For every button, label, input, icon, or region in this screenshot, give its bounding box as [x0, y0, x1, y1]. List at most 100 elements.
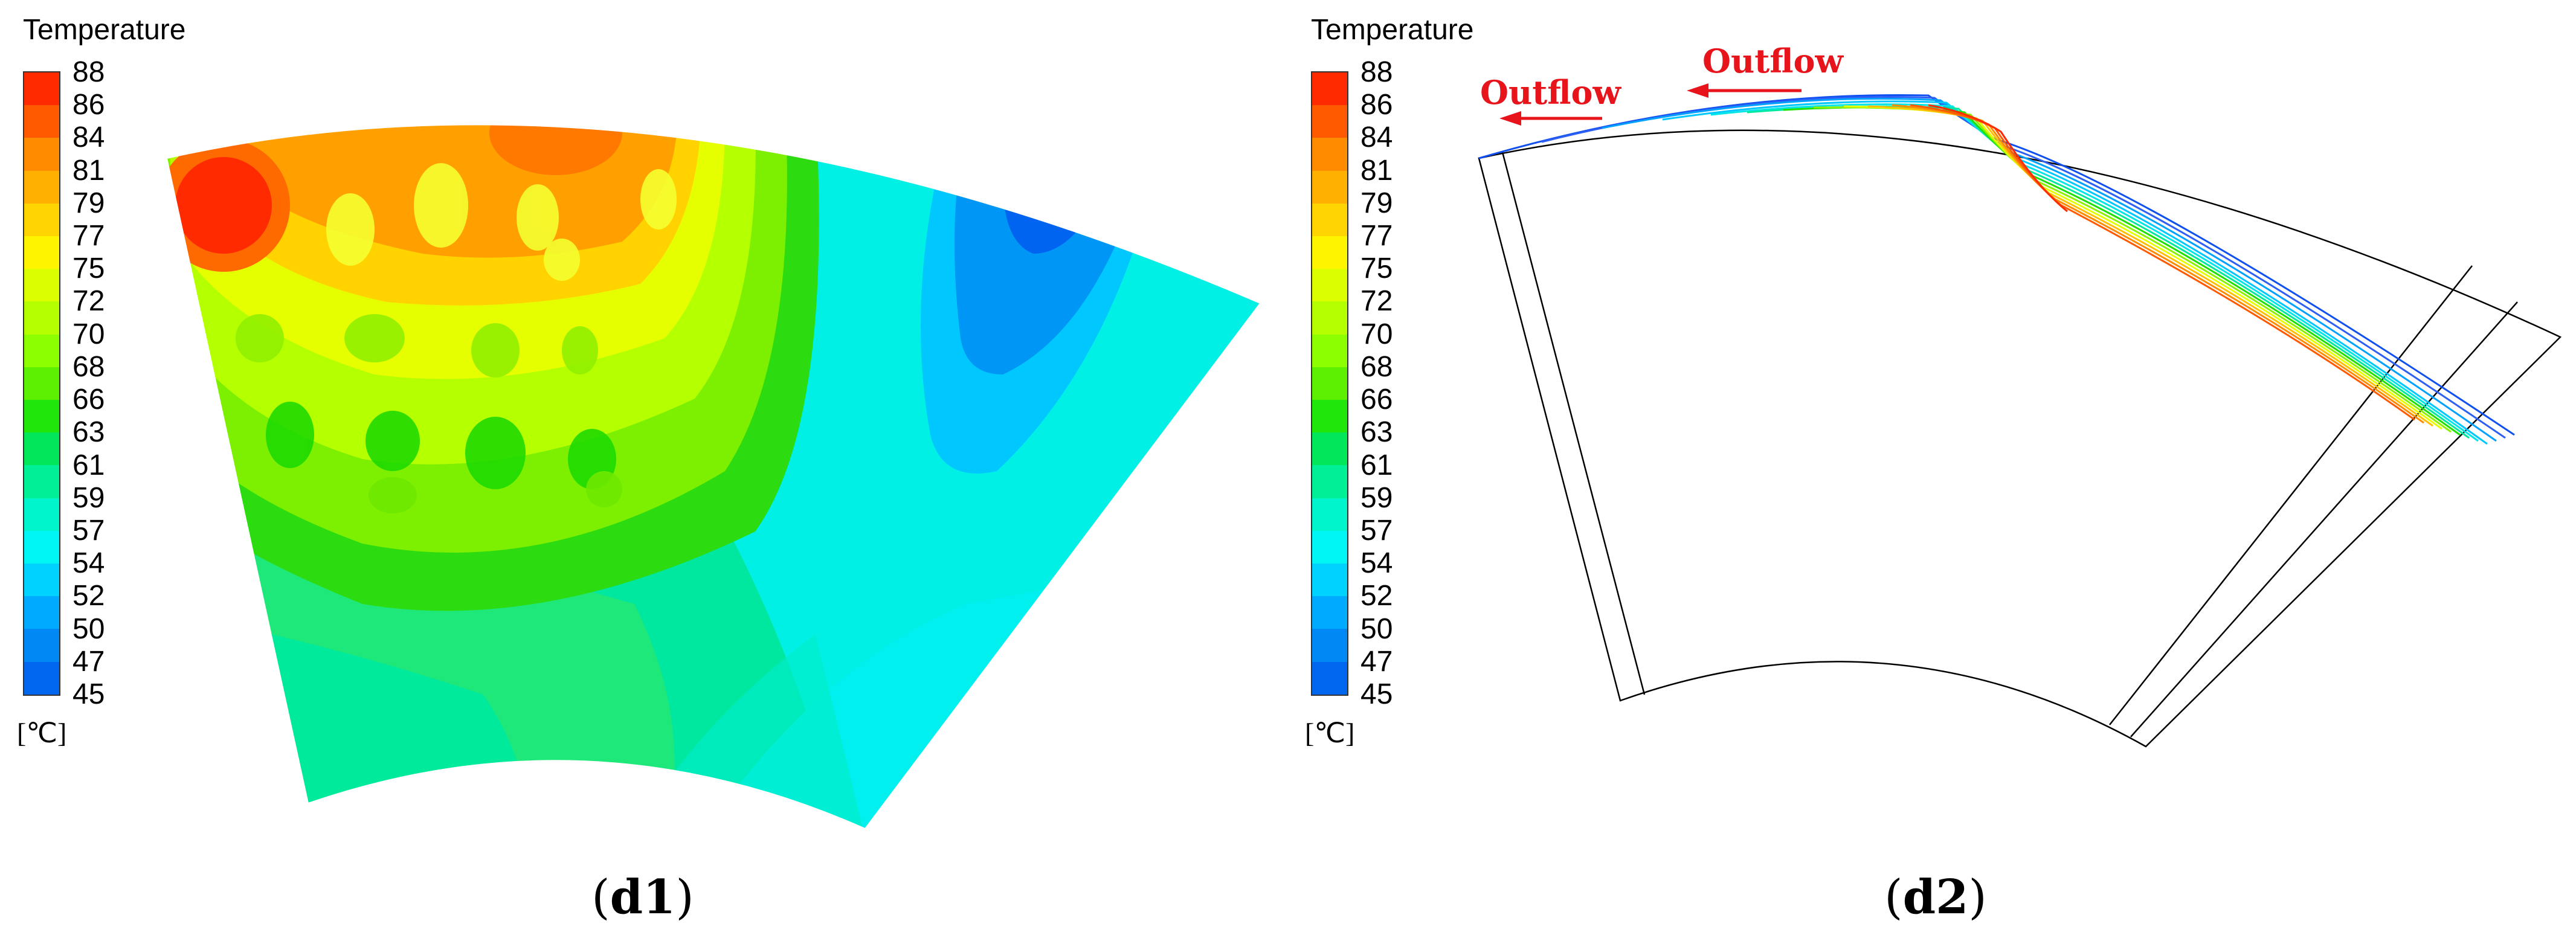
temperature-contour-plot	[166, 124, 1261, 830]
colorbar-tick-label: 79	[1360, 187, 1393, 219]
colorbar-tick-label: 61	[1360, 449, 1393, 481]
colorbar-tick-label: 77	[72, 220, 105, 252]
panel-caption: (d2)	[1884, 870, 1987, 925]
colorbar-segment	[1312, 432, 1347, 466]
colorbar-segment	[1312, 629, 1347, 662]
outflow-annotation-1: Outflow	[1480, 73, 1622, 126]
colorbar-tick-label: 54	[72, 547, 105, 580]
colorbar-segment	[1312, 170, 1347, 204]
colorbar-tick-label: 68	[72, 350, 105, 383]
svg-text:Outflow: Outflow	[1480, 73, 1622, 112]
outflow-annotation-2: Outflow	[1687, 42, 1844, 98]
unit-label: [℃]	[17, 718, 67, 748]
colorbar-tick-label: 84	[1360, 121, 1393, 154]
colorbar-tick-label: 88	[1360, 56, 1393, 88]
colorbar-tick-label: 52	[1360, 580, 1393, 612]
colorbar-tick-label: 50	[1360, 612, 1393, 645]
colorbar-segment	[24, 105, 59, 138]
colorbar-segment	[1312, 269, 1347, 302]
colorbar-tick-labels: 88 86 84 81 79 77 75 72 70 68 66 63 61 59 57 54 52 50 47 45	[72, 58, 169, 710]
colorbar-tick-label: 59	[72, 481, 105, 514]
colorbar-segment	[1312, 564, 1347, 597]
colorbar-segment	[24, 465, 59, 498]
temperature-colorbar	[1311, 71, 1348, 696]
legend-title: Temperature	[1311, 14, 1474, 46]
colorbar-tick-label: 54	[1360, 547, 1393, 580]
colorbar-segment	[24, 564, 59, 597]
colorbar-tick-label: 75	[72, 252, 105, 285]
colorbar-tick-label: 72	[1360, 285, 1393, 318]
colorbar-segment	[24, 334, 59, 367]
colorbar-segment	[1312, 596, 1347, 629]
colorbar-segment	[1312, 400, 1347, 433]
colorbar-segment	[1312, 498, 1347, 531]
colorbar-tick-label: 47	[72, 645, 105, 678]
colorbar-segment	[24, 203, 59, 237]
colorbar-segment	[24, 530, 59, 564]
panel-d1: Temperature 88 86 84 81 79 77 75 72 70 68 66 63 61 59…	[17, 14, 1261, 925]
colorbar-tick-label: 52	[72, 580, 105, 612]
colorbar-segment	[24, 432, 59, 466]
arrow-left-icon	[1499, 111, 1521, 126]
geometry-outline	[1478, 129, 2562, 748]
colorbar-tick-label: 86	[72, 89, 105, 121]
colorbar-tick-label: 61	[72, 449, 105, 481]
colorbar-segment	[1312, 105, 1347, 138]
colorbar-tick-label: 86	[1360, 89, 1393, 121]
colorbar-segment	[1312, 661, 1347, 695]
panel-caption: (d1)	[591, 870, 694, 925]
colorbar-tick-label: 63	[72, 416, 105, 449]
colorbar-segment	[24, 629, 59, 662]
colorbar-tick-label: 81	[72, 154, 105, 187]
colorbar-tick-label: 72	[72, 285, 105, 318]
colorbar-tick-labels: 88 86 84 81 79 77 75 72 70 68 66 63 61 59 57 54 52 50 47 45	[1360, 58, 1457, 710]
temperature-colorbar	[23, 71, 60, 696]
svg-text:Outflow: Outflow	[1702, 42, 1844, 80]
unit-label: [℃]	[1305, 718, 1355, 748]
colorbar-segment	[24, 170, 59, 204]
colorbar-segment	[24, 301, 59, 335]
legend-title: Temperature	[23, 14, 186, 46]
colorbar-tick-label: 50	[72, 612, 105, 645]
colorbar-tick-label: 79	[72, 187, 105, 219]
colorbar-tick-label: 81	[1360, 154, 1393, 187]
colorbar-tick-label: 47	[1360, 645, 1393, 678]
contour-fill	[167, 124, 1260, 829]
colorbar-segment	[24, 367, 59, 400]
colorbar-tick-label: 57	[1360, 514, 1393, 547]
colorbar-segment	[24, 72, 59, 106]
colorbar-segment	[24, 138, 59, 171]
colorbar-tick-label: 63	[1360, 416, 1393, 449]
panel-d2: Temperature 88 86 84 81 79 77 75 72 70 68 66 63 61 59…	[1288, 0, 2576, 938]
streamlines	[1478, 94, 2515, 445]
colorbar-tick-label: 70	[1360, 318, 1393, 350]
colorbar-segment	[1312, 236, 1347, 269]
colorbar-segment	[1312, 301, 1347, 335]
colorbar-segment	[1312, 334, 1347, 367]
colorbar-tick-label: 88	[72, 56, 105, 88]
colorbar-tick-label: 68	[1360, 350, 1393, 383]
colorbar-tick-label: 59	[1360, 481, 1393, 514]
colorbar-segment	[24, 236, 59, 269]
colorbar-segment	[1312, 138, 1347, 171]
colorbar-segment	[24, 400, 59, 433]
streamline-plot: Outflow Outflow	[1478, 42, 2562, 748]
colorbar-tick-label: 66	[1360, 384, 1393, 416]
colorbar-segment	[1312, 465, 1347, 498]
colorbar-tick-label: 45	[1360, 678, 1393, 710]
arrow-left-icon	[1687, 83, 1708, 98]
colorbar-segment	[1312, 203, 1347, 237]
colorbar-segment	[24, 596, 59, 629]
colorbar-segment	[1312, 72, 1347, 106]
colorbar-tick-label: 45	[72, 678, 105, 710]
colorbar-segment	[1312, 530, 1347, 564]
caption-label: d2	[1902, 870, 1969, 925]
colorbar-segment	[24, 661, 59, 695]
colorbar-segment	[24, 498, 59, 531]
colorbar-tick-label: 77	[1360, 220, 1393, 252]
caption-label: d1	[610, 870, 676, 925]
colorbar-tick-label: 66	[72, 384, 105, 416]
colorbar-segment	[1312, 367, 1347, 400]
colorbar-tick-label: 57	[72, 514, 105, 547]
colorbar-segment	[24, 269, 59, 302]
